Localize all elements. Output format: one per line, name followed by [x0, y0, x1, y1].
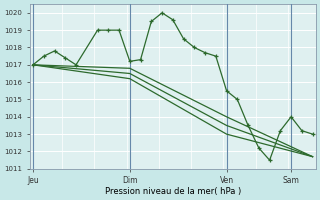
X-axis label: Pression niveau de la mer( hPa ): Pression niveau de la mer( hPa )	[105, 187, 241, 196]
